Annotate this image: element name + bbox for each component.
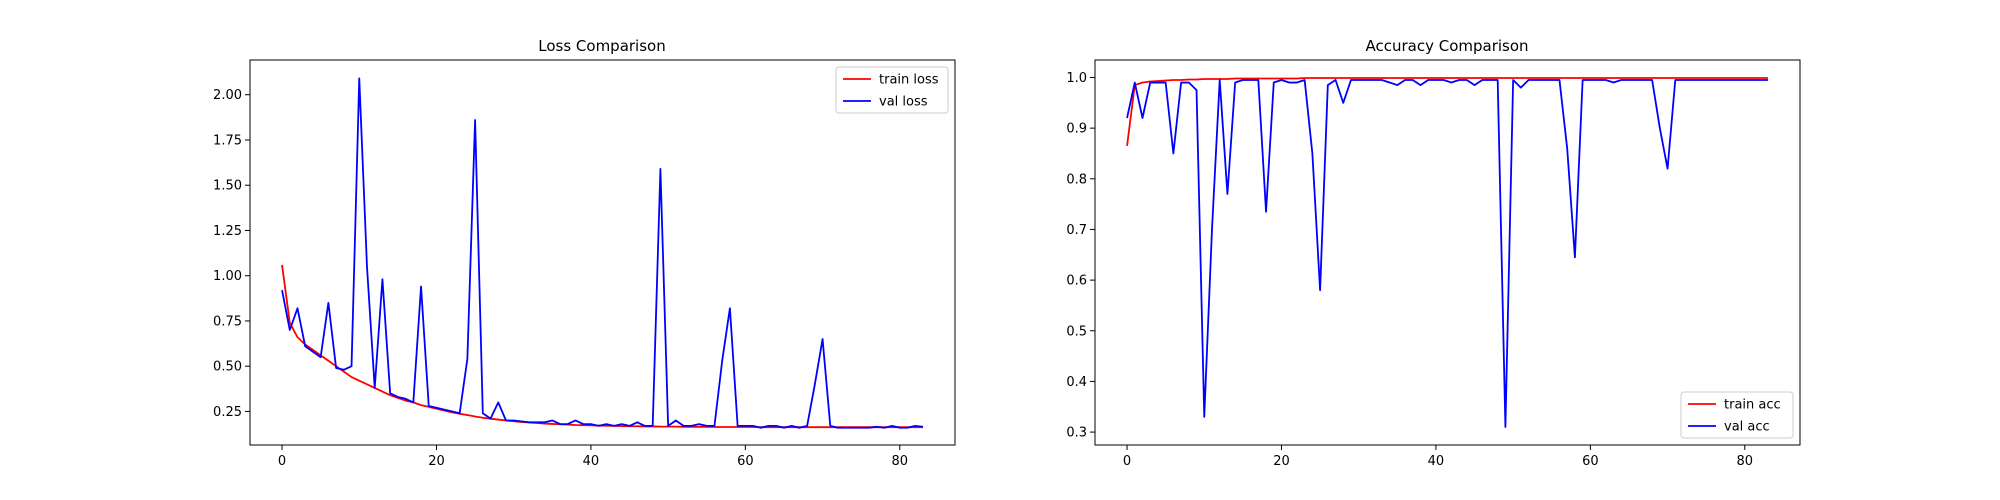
loss-val-loss-line (281, 77, 924, 429)
accuracy-x-axis: 0 20 40 60 80 (1123, 445, 1753, 469)
accuracy-chart-title: Accuracy Comparison (1365, 37, 1528, 55)
accuracy-x-tick-label: 20 (1273, 454, 1290, 469)
loss-legend: train loss val loss (835, 66, 949, 114)
loss-y-tick-label: 2.00 (213, 88, 242, 103)
loss-x-tick-label: 0 (278, 454, 286, 469)
accuracy-x-tick-label: 0 (1123, 454, 1131, 469)
accuracy-val-acc-line (1126, 79, 1768, 428)
accuracy-plot-area (1094, 59, 1801, 446)
loss-x-tick-label: 20 (428, 454, 445, 469)
loss-y-tick-label: 0.25 (213, 405, 242, 420)
loss-y-tick-label: 1.25 (213, 224, 242, 239)
accuracy-y-tick-label: 0.9 (1066, 122, 1087, 137)
accuracy-y-tick-label: 1.0 (1066, 71, 1087, 86)
accuracy-y-tick-label: 0.8 (1066, 172, 1087, 187)
accuracy-y-tick-label: 0.6 (1066, 274, 1087, 289)
accuracy-x-tick-label: 40 (1428, 454, 1445, 469)
accuracy-x-tick-label: 60 (1582, 454, 1599, 469)
accuracy-y-tick-label: 0.5 (1066, 324, 1087, 339)
loss-legend-label-train: train loss (879, 73, 939, 88)
loss-chart-title: Loss Comparison (538, 37, 665, 55)
loss-x-tick-label: 40 (583, 454, 600, 469)
accuracy-legend-label-train: train acc (1724, 398, 1781, 413)
loss-x-tick-label: 60 (737, 454, 754, 469)
accuracy-chart: Accuracy Comparison 0 20 40 60 80 0.30.40.50… (1066, 37, 1801, 469)
accuracy-y-tick-label: 0.3 (1066, 426, 1087, 441)
loss-plot-area (249, 59, 956, 446)
accuracy-legend: train acc val acc (1680, 391, 1794, 439)
loss-x-axis: 0 20 40 60 80 (278, 445, 908, 469)
loss-y-tick-label: 1.75 (213, 133, 242, 148)
accuracy-series (1126, 77, 1768, 428)
accuracy-y-tick-label: 0.7 (1066, 223, 1087, 238)
loss-y-tick-label: 0.50 (213, 360, 242, 375)
loss-series (281, 77, 924, 429)
accuracy-y-axis: 0.3 0.4 0.5 0.6 0.7 0.8 0.9 1.0 (1066, 71, 1095, 441)
loss-chart: Loss Comparison 0 20 40 60 80 0.25 0.50 0.75 1.… (213, 37, 956, 469)
loss-y-tick-label: 0.75 (213, 314, 242, 329)
loss-legend-label-val: val loss (879, 95, 928, 110)
accuracy-x-tick-label: 80 (1737, 454, 1754, 469)
loss-y-tick-label: 1.50 (213, 179, 242, 194)
loss-y-tick-label: 1.00 (213, 269, 242, 284)
loss-y-axis: 0.25 0.50 0.75 1.00 1.25 1.50 1.75 2.00 (213, 88, 250, 420)
accuracy-legend-label-val: val acc (1724, 420, 1770, 435)
accuracy-y-tick-label: 0.4 (1066, 375, 1087, 390)
accuracy-train-acc-line (1126, 77, 1768, 146)
loss-x-tick-label: 80 (892, 454, 909, 469)
